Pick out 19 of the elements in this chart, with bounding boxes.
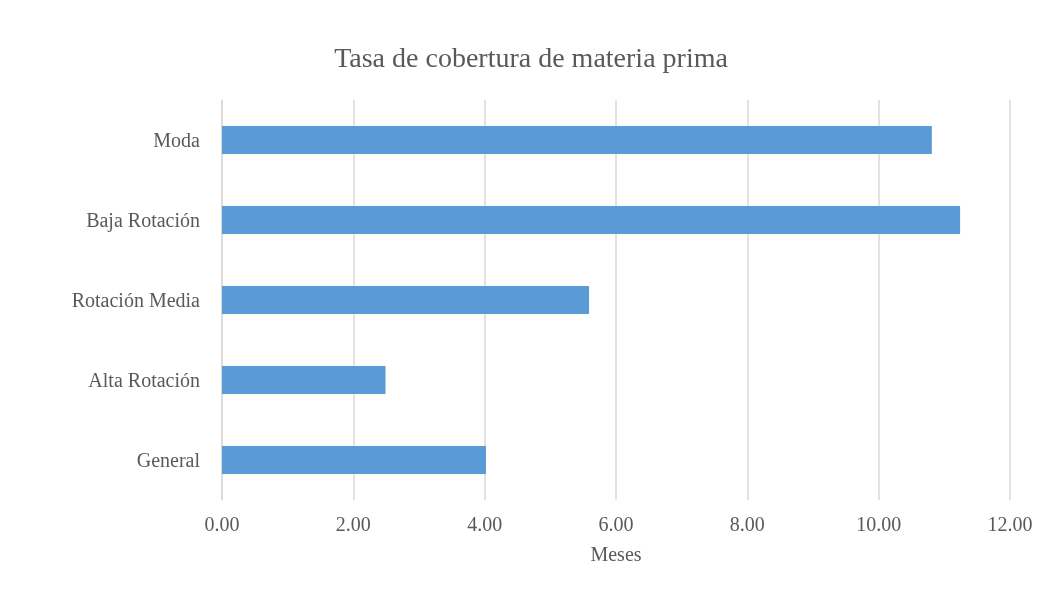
y-tick-label: Alta Rotación: [88, 369, 200, 391]
bar: [222, 366, 386, 394]
x-tick-label: 0.00: [204, 513, 240, 535]
y-tick-label: Moda: [153, 129, 201, 151]
x-tick-label: 8.00: [729, 513, 765, 535]
x-tick-label: 12.00: [987, 513, 1033, 535]
x-axis-title: Meses: [590, 543, 642, 565]
y-tick-label: General: [136, 449, 201, 471]
chart-title: Tasa de cobertura de materia prima: [334, 41, 729, 73]
y-tick-label: Baja Rotación: [86, 209, 200, 232]
bar: [222, 446, 486, 474]
bar: [222, 286, 590, 314]
bar: [222, 206, 961, 234]
x-tick-label: 4.00: [467, 513, 503, 535]
x-tick-label: 6.00: [598, 513, 634, 535]
bar: [222, 126, 932, 154]
x-tick-label: 10.00: [856, 513, 902, 535]
y-tick-label: Rotación Media: [71, 289, 201, 311]
x-tick-label: 2.00: [335, 513, 371, 535]
